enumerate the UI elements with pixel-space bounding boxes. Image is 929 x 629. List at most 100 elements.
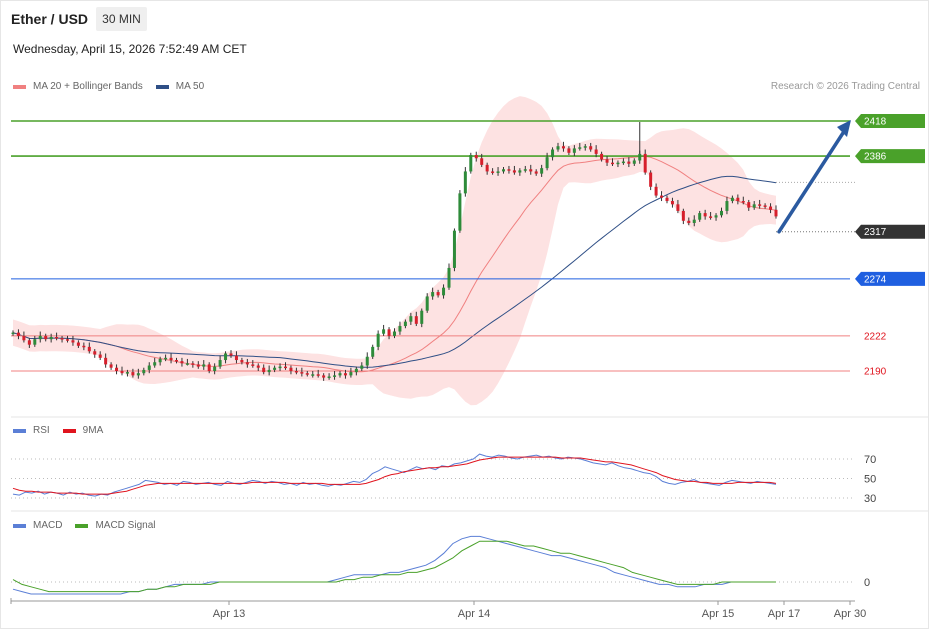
candle-body xyxy=(556,146,560,150)
candle-body xyxy=(196,364,200,367)
candle-body xyxy=(66,339,69,341)
legend-swatch-ma20 xyxy=(13,84,26,89)
candle-body xyxy=(747,202,751,208)
candle-body xyxy=(529,169,533,172)
candle-body xyxy=(11,332,15,335)
rsi-tick-label: 70 xyxy=(864,454,876,466)
candle-body xyxy=(365,356,369,366)
candle-body xyxy=(27,340,31,345)
candle xyxy=(251,360,255,368)
candle xyxy=(621,158,625,165)
candle xyxy=(567,146,571,155)
candle-body xyxy=(572,148,576,153)
candle xyxy=(224,351,228,364)
candle xyxy=(529,164,533,175)
candle xyxy=(60,335,64,343)
candle-body xyxy=(583,146,587,148)
candle-body xyxy=(692,219,696,223)
candle xyxy=(649,170,653,191)
candle-body xyxy=(403,321,407,327)
candle xyxy=(164,354,168,362)
candle-body xyxy=(567,148,571,153)
candle-body xyxy=(354,368,358,373)
candle-body xyxy=(414,316,418,324)
rsi-legend: RSI 9MA xyxy=(13,425,116,436)
candle xyxy=(256,363,260,371)
candle xyxy=(202,360,206,370)
candle-body xyxy=(125,372,129,374)
candle-body xyxy=(589,146,593,150)
x-tick-label: Apr 30 xyxy=(834,608,866,620)
candle xyxy=(38,331,42,343)
candle-body xyxy=(76,342,80,346)
candle-body xyxy=(616,162,620,165)
price-tag-label: 2274 xyxy=(864,274,887,285)
candle xyxy=(338,371,342,378)
candle-body xyxy=(420,310,424,324)
price-tag-2317: 2317 xyxy=(855,224,925,239)
candle xyxy=(71,335,75,346)
legend-swatch-ma50 xyxy=(155,84,169,89)
candle xyxy=(774,205,778,219)
candle-body xyxy=(327,376,331,378)
candle-body xyxy=(452,230,456,268)
candle xyxy=(447,263,451,290)
candle-body xyxy=(523,169,527,171)
candle-body xyxy=(300,372,304,374)
candle xyxy=(196,361,200,369)
candle-body xyxy=(698,213,702,220)
candle xyxy=(55,332,59,341)
candle xyxy=(327,373,331,380)
candle-body xyxy=(681,210,685,221)
candle-body xyxy=(153,362,157,366)
timeframe-button[interactable]: 30 MIN xyxy=(96,7,147,31)
candle xyxy=(425,293,429,313)
candle xyxy=(245,358,249,368)
candle-body xyxy=(709,216,713,218)
candle-body xyxy=(752,204,756,208)
candle-body xyxy=(758,204,762,206)
candle xyxy=(371,344,375,359)
candle-body xyxy=(507,169,511,171)
candle xyxy=(611,158,614,166)
candle xyxy=(125,369,129,377)
candle xyxy=(556,142,560,152)
candle xyxy=(698,210,702,222)
candle xyxy=(365,352,369,369)
candle-body xyxy=(109,364,113,368)
candle xyxy=(382,324,386,336)
candle xyxy=(714,213,718,221)
candle xyxy=(49,333,53,343)
candle xyxy=(665,195,669,204)
candle xyxy=(632,158,636,166)
candle xyxy=(27,338,31,348)
rsi-tick-label: 30 xyxy=(864,493,876,505)
candle-body xyxy=(480,158,484,165)
candle-body xyxy=(33,339,37,345)
candle xyxy=(289,365,293,375)
candle xyxy=(752,201,756,210)
legend-item-rsi-ma: 9MA xyxy=(62,425,103,436)
candle xyxy=(180,357,184,367)
candle-body xyxy=(632,160,636,164)
datetime-label: Wednesday, April 15, 2026 7:52:49 AM CET xyxy=(13,42,247,56)
candle xyxy=(594,145,598,158)
candle xyxy=(518,168,522,176)
candle-body xyxy=(720,210,723,216)
candle-body xyxy=(621,161,625,164)
candle-body xyxy=(333,375,337,377)
candle-body xyxy=(87,346,91,352)
candle-body xyxy=(425,296,429,311)
candle-body xyxy=(234,355,238,361)
candle-body xyxy=(627,161,631,164)
rsi-tick-label: 50 xyxy=(864,474,876,486)
candle xyxy=(284,362,287,370)
candle xyxy=(512,165,516,175)
candle-body xyxy=(409,316,413,322)
legend-item-macd-signal: MACD Signal xyxy=(75,520,155,531)
candle xyxy=(572,145,576,157)
candle-body xyxy=(164,357,168,360)
macd-series-macd xyxy=(12,535,776,595)
candle-body xyxy=(278,366,282,369)
